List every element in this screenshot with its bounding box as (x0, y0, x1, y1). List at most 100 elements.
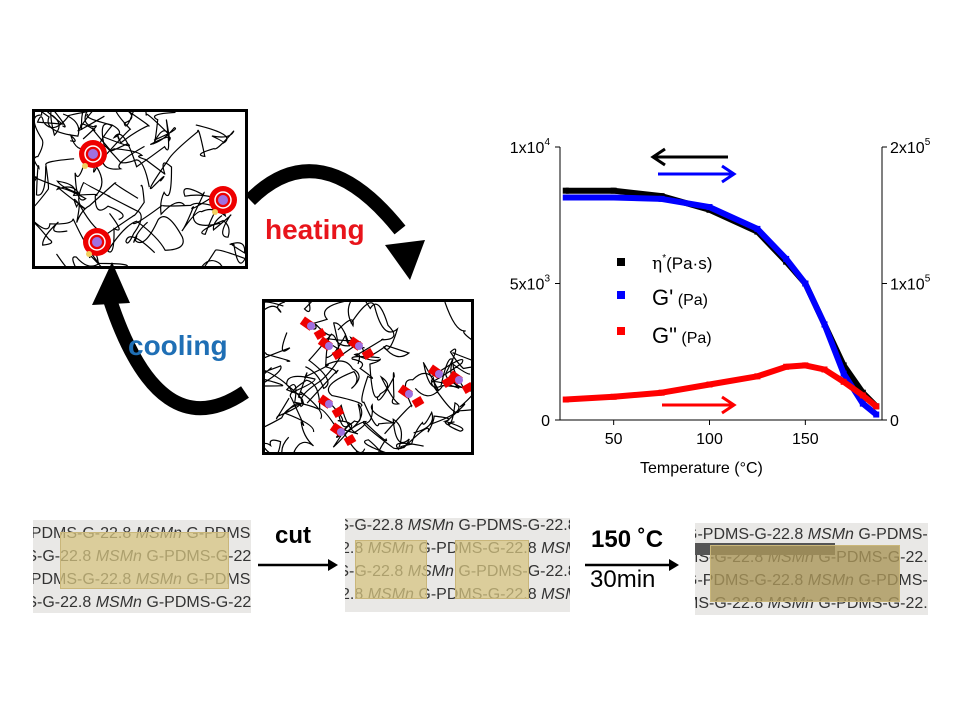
direction-arrows (650, 147, 737, 415)
dissociated-crosslink (317, 336, 345, 360)
dissociated-crosslink (329, 422, 357, 446)
data-point-2 (658, 389, 665, 396)
data-point-2 (802, 362, 809, 369)
polymer-chain (35, 158, 128, 266)
right-axis-tick-label: 2x105 (890, 137, 931, 157)
x-axis-label: Temperature (°C) (640, 460, 763, 477)
polymer-chain (265, 436, 290, 452)
polymer-network-illustration (35, 112, 245, 266)
legend: η*(Pa·s) G' (Pa) G" (Pa) (617, 253, 712, 348)
polymer-chain (107, 213, 184, 253)
heating-label: heating (265, 214, 365, 245)
polymer-chain (101, 112, 145, 170)
dissociated-crosslink (447, 370, 471, 394)
data-point-1 (783, 255, 790, 262)
right-axis-tick-label: 1x105 (890, 274, 931, 294)
crosslinked-network-box (32, 109, 248, 269)
polymer-chain (132, 202, 232, 238)
heating-arrowhead-icon (385, 240, 425, 280)
polymer-chain (145, 112, 176, 145)
x-tick-label: 50 (605, 431, 623, 448)
cooling-arrow-icon (103, 297, 249, 415)
polymer-chain (36, 112, 112, 151)
rheology-chart: 50 100 150 0 5x103 1x104 0 1x105 2x105 η*(Pa·s) … (510, 137, 931, 477)
data-point-2 (859, 392, 866, 399)
polymer-network-illustration (265, 302, 471, 452)
arrow-right-icon (585, 559, 679, 571)
arrow-left-black-icon (650, 147, 666, 167)
polymer-chain (265, 302, 286, 313)
dissociated-crosslink (299, 316, 327, 340)
polymer-chain (362, 418, 424, 452)
heating-arrow-icon (245, 164, 406, 235)
arrow-right-icon (258, 559, 338, 571)
photo-healed-film: G-PDMS-G-22.8 MSMn G-PDMS-G-22.8 MSMn G-… (695, 523, 928, 615)
polymer-chain (399, 410, 464, 449)
polymer-chain (93, 123, 150, 221)
polymer-chain (35, 176, 156, 254)
right-axis-tick-label: 0 (890, 413, 899, 430)
data-point-2 (562, 396, 569, 403)
crosslink-site (83, 228, 111, 257)
temperature-label: 150 ˚C (591, 526, 664, 553)
polymer-chain (201, 242, 245, 266)
polymer-chain (444, 302, 471, 340)
photo-background-text: G-PDMS-G-22.8 MSMn G-PDMS-G-22.8 MSMn G-… (695, 526, 928, 543)
x-tick-label: 150 (792, 431, 819, 448)
data-point-1 (658, 195, 665, 202)
arrow-right-blue-icon (721, 164, 737, 184)
polymer-chain (306, 322, 365, 404)
polymer-chain (327, 400, 366, 452)
photo-background-text: G-PDMS-G-22.8 MSMn G-PDMS-G-22.8 MSMn G-… (33, 594, 251, 611)
polymer-chain (353, 353, 401, 405)
cooling-label: cooling (128, 330, 228, 361)
data-point-1 (562, 194, 569, 201)
left-axis-tick-label: 1x104 (510, 137, 551, 157)
cooling-arrowhead-icon (92, 262, 130, 305)
polymer-chain (285, 383, 367, 438)
photo-background-text: G-PDMS-G-22.8 MSMn G-PDMS-G-22.8 MSMn G-… (345, 518, 570, 534)
dissociated-crosslink (397, 384, 425, 408)
series-line-2 (565, 362, 879, 409)
data-point-1 (873, 411, 880, 418)
data-point-2 (783, 363, 790, 370)
data-point-2 (706, 381, 713, 388)
arrow-right-red-icon (721, 395, 737, 415)
legend-gprime: G' (Pa) (652, 285, 708, 310)
polymer-chain (55, 133, 98, 201)
left-axis-tick-label: 5x103 (510, 274, 551, 294)
polymer-chain (35, 112, 66, 196)
data-point-0 (610, 187, 617, 194)
data-point-2 (840, 378, 847, 385)
data-point-1 (821, 321, 828, 328)
polymer-chain (289, 379, 321, 452)
polymer-chain (149, 124, 235, 190)
polymer-chain (41, 112, 80, 137)
data-point-1 (610, 194, 617, 201)
data-point-0 (562, 187, 569, 194)
polymer-chain (351, 355, 396, 434)
dissociated-crosslink (347, 336, 375, 360)
data-point-1 (754, 225, 761, 232)
polymer-chain (35, 221, 68, 246)
cut-label: cut (275, 522, 311, 549)
data-point-2 (610, 393, 617, 400)
time-label: 30min (590, 566, 656, 593)
left-axis-tick-label: 0 (541, 413, 550, 430)
data-point-2 (873, 403, 880, 410)
data-point-1 (859, 400, 866, 407)
legend-gdoubleprime: G" (Pa) (652, 323, 712, 348)
polymer-chain (303, 302, 354, 390)
data-point-2 (754, 373, 761, 380)
dissociated-network-box (262, 299, 474, 455)
x-tick-label: 100 (696, 431, 723, 448)
polymer-chain (303, 302, 395, 357)
polymer-chain (73, 182, 145, 235)
photo-original-film: G-PDMS-G-22.8 MSMn G-PDMS-G-22.8 MSMn G-… (33, 520, 251, 613)
data-point-1 (706, 204, 713, 211)
photo-cut-film: G-PDMS-G-22.8 MSMn G-PDMS-G-22.8 MSMn G-… (345, 518, 570, 612)
crosslink-site (209, 186, 237, 215)
polymer-chain (82, 112, 150, 144)
data-point-2 (821, 366, 828, 373)
polymer-chain (86, 113, 176, 168)
